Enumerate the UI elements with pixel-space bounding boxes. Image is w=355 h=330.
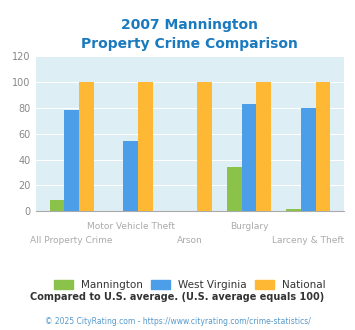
Bar: [227, 167, 242, 211]
Text: Burglary: Burglary: [230, 222, 268, 231]
Title: 2007 Mannington
Property Crime Comparison: 2007 Mannington Property Crime Compariso…: [82, 18, 298, 51]
Text: © 2025 CityRating.com - https://www.cityrating.com/crime-statistics/: © 2025 CityRating.com - https://www.city…: [45, 317, 310, 326]
Legend: Mannington, West Virginia, National: Mannington, West Virginia, National: [50, 275, 330, 294]
Bar: [79, 82, 94, 211]
Text: Compared to U.S. average. (U.S. average equals 100): Compared to U.S. average. (U.S. average …: [31, 292, 324, 302]
Bar: [197, 82, 212, 211]
Bar: [138, 82, 153, 211]
Bar: [242, 104, 256, 211]
Text: All Property Crime: All Property Crime: [31, 236, 113, 245]
Bar: [316, 82, 330, 211]
Bar: [301, 108, 316, 211]
Text: Arson: Arson: [177, 236, 203, 245]
Bar: [124, 142, 138, 211]
Bar: [64, 110, 79, 211]
Text: Larceny & Theft: Larceny & Theft: [272, 236, 344, 245]
Bar: [50, 200, 64, 211]
Text: Motor Vehicle Theft: Motor Vehicle Theft: [87, 222, 175, 231]
Bar: [256, 82, 271, 211]
Bar: [286, 209, 301, 211]
